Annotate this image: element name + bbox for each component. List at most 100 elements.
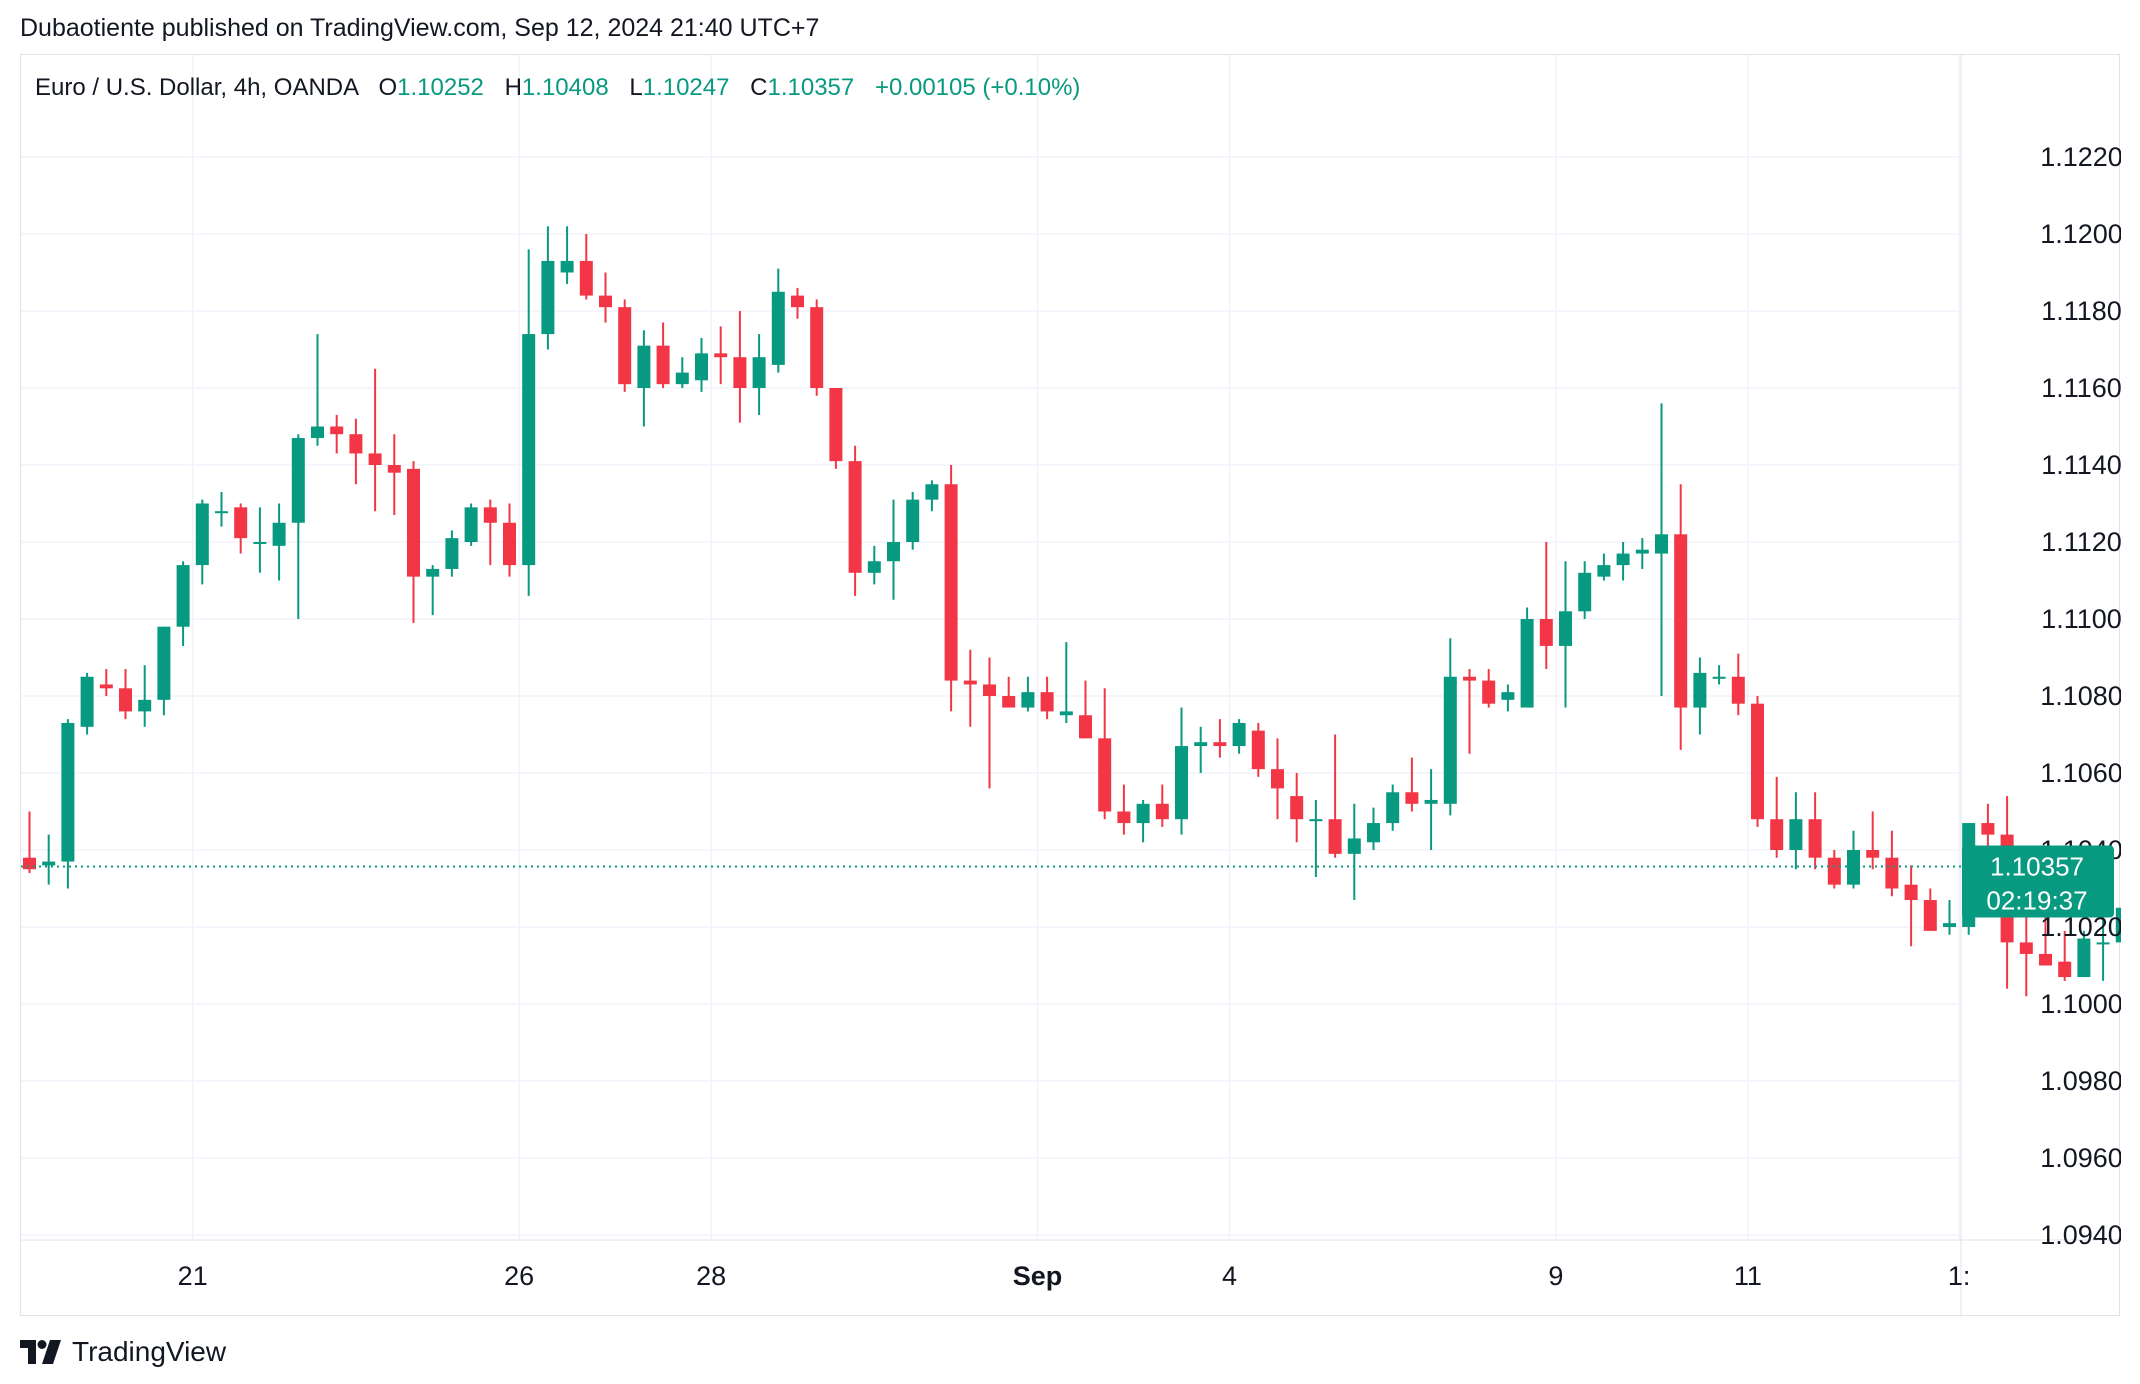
candle-body[interactable] xyxy=(349,434,363,454)
candle-body[interactable] xyxy=(579,260,593,296)
candle-body[interactable] xyxy=(195,503,209,566)
candle-body[interactable] xyxy=(215,511,228,514)
candle-body[interactable] xyxy=(1808,819,1822,858)
candle-body[interactable] xyxy=(1347,838,1361,854)
candle-body[interactable] xyxy=(1520,619,1534,708)
candle-body[interactable] xyxy=(1981,823,1995,835)
candle-body[interactable] xyxy=(1578,572,1592,612)
candle-body[interactable] xyxy=(1559,611,1572,646)
candle-body[interactable] xyxy=(1655,534,1668,554)
candle-body[interactable] xyxy=(253,542,267,544)
candle-body[interactable] xyxy=(1098,738,1112,812)
candle-body[interactable] xyxy=(138,699,152,712)
candle-body[interactable] xyxy=(1539,619,1553,646)
candle-body[interactable] xyxy=(1059,711,1073,716)
candle-body[interactable] xyxy=(771,291,785,365)
candle-body[interactable] xyxy=(311,426,324,439)
candle-body[interactable] xyxy=(503,522,516,566)
candle-body[interactable] xyxy=(1827,857,1841,885)
candle-body[interactable] xyxy=(1482,680,1496,704)
candlestick-chart[interactable]: Euro / U.S. Dollar, 4h, OANDA O1.10252 H… xyxy=(21,55,2121,1317)
candle-body[interactable] xyxy=(1424,799,1438,804)
candle-body[interactable] xyxy=(656,345,670,385)
candle-body[interactable] xyxy=(1847,850,1860,885)
candle-body[interactable] xyxy=(1904,884,1918,901)
candle-body[interactable] xyxy=(560,260,574,273)
candle-body[interactable] xyxy=(925,484,939,500)
candle-body[interactable] xyxy=(1674,534,1688,708)
candle-body[interactable] xyxy=(483,507,497,523)
candle-body[interactable] xyxy=(330,426,344,435)
candle-body[interactable] xyxy=(983,684,996,696)
candle-body[interactable] xyxy=(541,260,555,335)
candle-body[interactable] xyxy=(1040,692,1054,712)
candle-body[interactable] xyxy=(733,357,747,388)
candle-body[interactable] xyxy=(464,507,478,542)
candle-body[interactable] xyxy=(599,295,612,308)
candle-body[interactable] xyxy=(1616,553,1630,566)
candle-body[interactable] xyxy=(1693,672,1707,708)
candle-body[interactable] xyxy=(1712,676,1726,679)
candle-body[interactable] xyxy=(695,353,708,381)
candle-body[interactable] xyxy=(387,465,401,473)
candle-body[interactable] xyxy=(2077,938,2091,978)
candle-body[interactable] xyxy=(1770,819,1784,850)
candle-body[interactable] xyxy=(1463,676,1476,681)
price-axis[interactable]: 1.12200 1.12000 1.11800 1.11600 1.11400 1.112… xyxy=(2040,142,2121,1250)
candle-body[interactable] xyxy=(1117,811,1131,824)
candle-body[interactable] xyxy=(80,676,94,727)
candle-body[interactable] xyxy=(407,468,420,577)
candle-body[interactable] xyxy=(2115,907,2121,943)
candle-body[interactable] xyxy=(1731,676,1745,704)
candle-body[interactable] xyxy=(1751,703,1764,820)
candle-body[interactable] xyxy=(1386,792,1400,824)
candle-body[interactable] xyxy=(1021,692,1035,708)
candle-body[interactable] xyxy=(368,453,382,465)
candle-body[interactable] xyxy=(234,507,248,539)
candle-body[interactable] xyxy=(906,499,920,542)
candle-body[interactable] xyxy=(1923,900,1937,931)
candle-body[interactable] xyxy=(1866,850,1880,858)
candle-body[interactable] xyxy=(2058,961,2072,978)
candle-body[interactable] xyxy=(445,538,459,569)
candle-body[interactable] xyxy=(810,307,824,388)
candle-body[interactable] xyxy=(1155,803,1169,820)
candle-body[interactable] xyxy=(618,307,632,385)
candle-body[interactable] xyxy=(752,357,766,388)
candle-body[interactable] xyxy=(1405,792,1419,804)
candle-body[interactable] xyxy=(1943,923,1956,927)
candle-body[interactable] xyxy=(1885,857,1899,889)
candle-body[interactable] xyxy=(1789,819,1803,850)
candle-body[interactable] xyxy=(714,353,728,358)
candle-body[interactable] xyxy=(1251,730,1265,770)
candle-body[interactable] xyxy=(2096,942,2110,945)
candle-body[interactable] xyxy=(867,561,881,573)
candle-body[interactable] xyxy=(1597,565,1611,577)
candle-body[interactable] xyxy=(157,626,171,700)
candle-body[interactable] xyxy=(675,372,689,385)
candle-body[interactable] xyxy=(1232,722,1246,747)
candle-body[interactable] xyxy=(637,345,651,388)
candle-body[interactable] xyxy=(963,680,977,685)
candle-body[interactable] xyxy=(1309,819,1323,822)
candle-body[interactable] xyxy=(1175,746,1188,820)
candle-body[interactable] xyxy=(829,388,843,462)
candle-body[interactable] xyxy=(2019,942,2033,954)
candle-body[interactable] xyxy=(1271,769,1284,789)
candle-body[interactable] xyxy=(522,334,536,566)
candle-body[interactable] xyxy=(99,684,113,689)
candle-body[interactable] xyxy=(1635,549,1649,554)
candle-body[interactable] xyxy=(1328,819,1342,854)
candle-body[interactable] xyxy=(944,484,958,681)
candle-body[interactable] xyxy=(61,722,75,862)
candle-body[interactable] xyxy=(23,857,36,870)
candle-body[interactable] xyxy=(791,295,804,308)
candle-body[interactable] xyxy=(2039,953,2052,966)
tradingview-brand[interactable]: TradingView xyxy=(20,1336,226,1368)
candle-body[interactable] xyxy=(426,568,440,577)
candle-body[interactable] xyxy=(1443,676,1457,804)
candle-body[interactable] xyxy=(1501,692,1515,700)
candle-body[interactable] xyxy=(1136,803,1150,824)
candle-body[interactable] xyxy=(119,688,132,712)
candle-body[interactable] xyxy=(1290,796,1304,820)
